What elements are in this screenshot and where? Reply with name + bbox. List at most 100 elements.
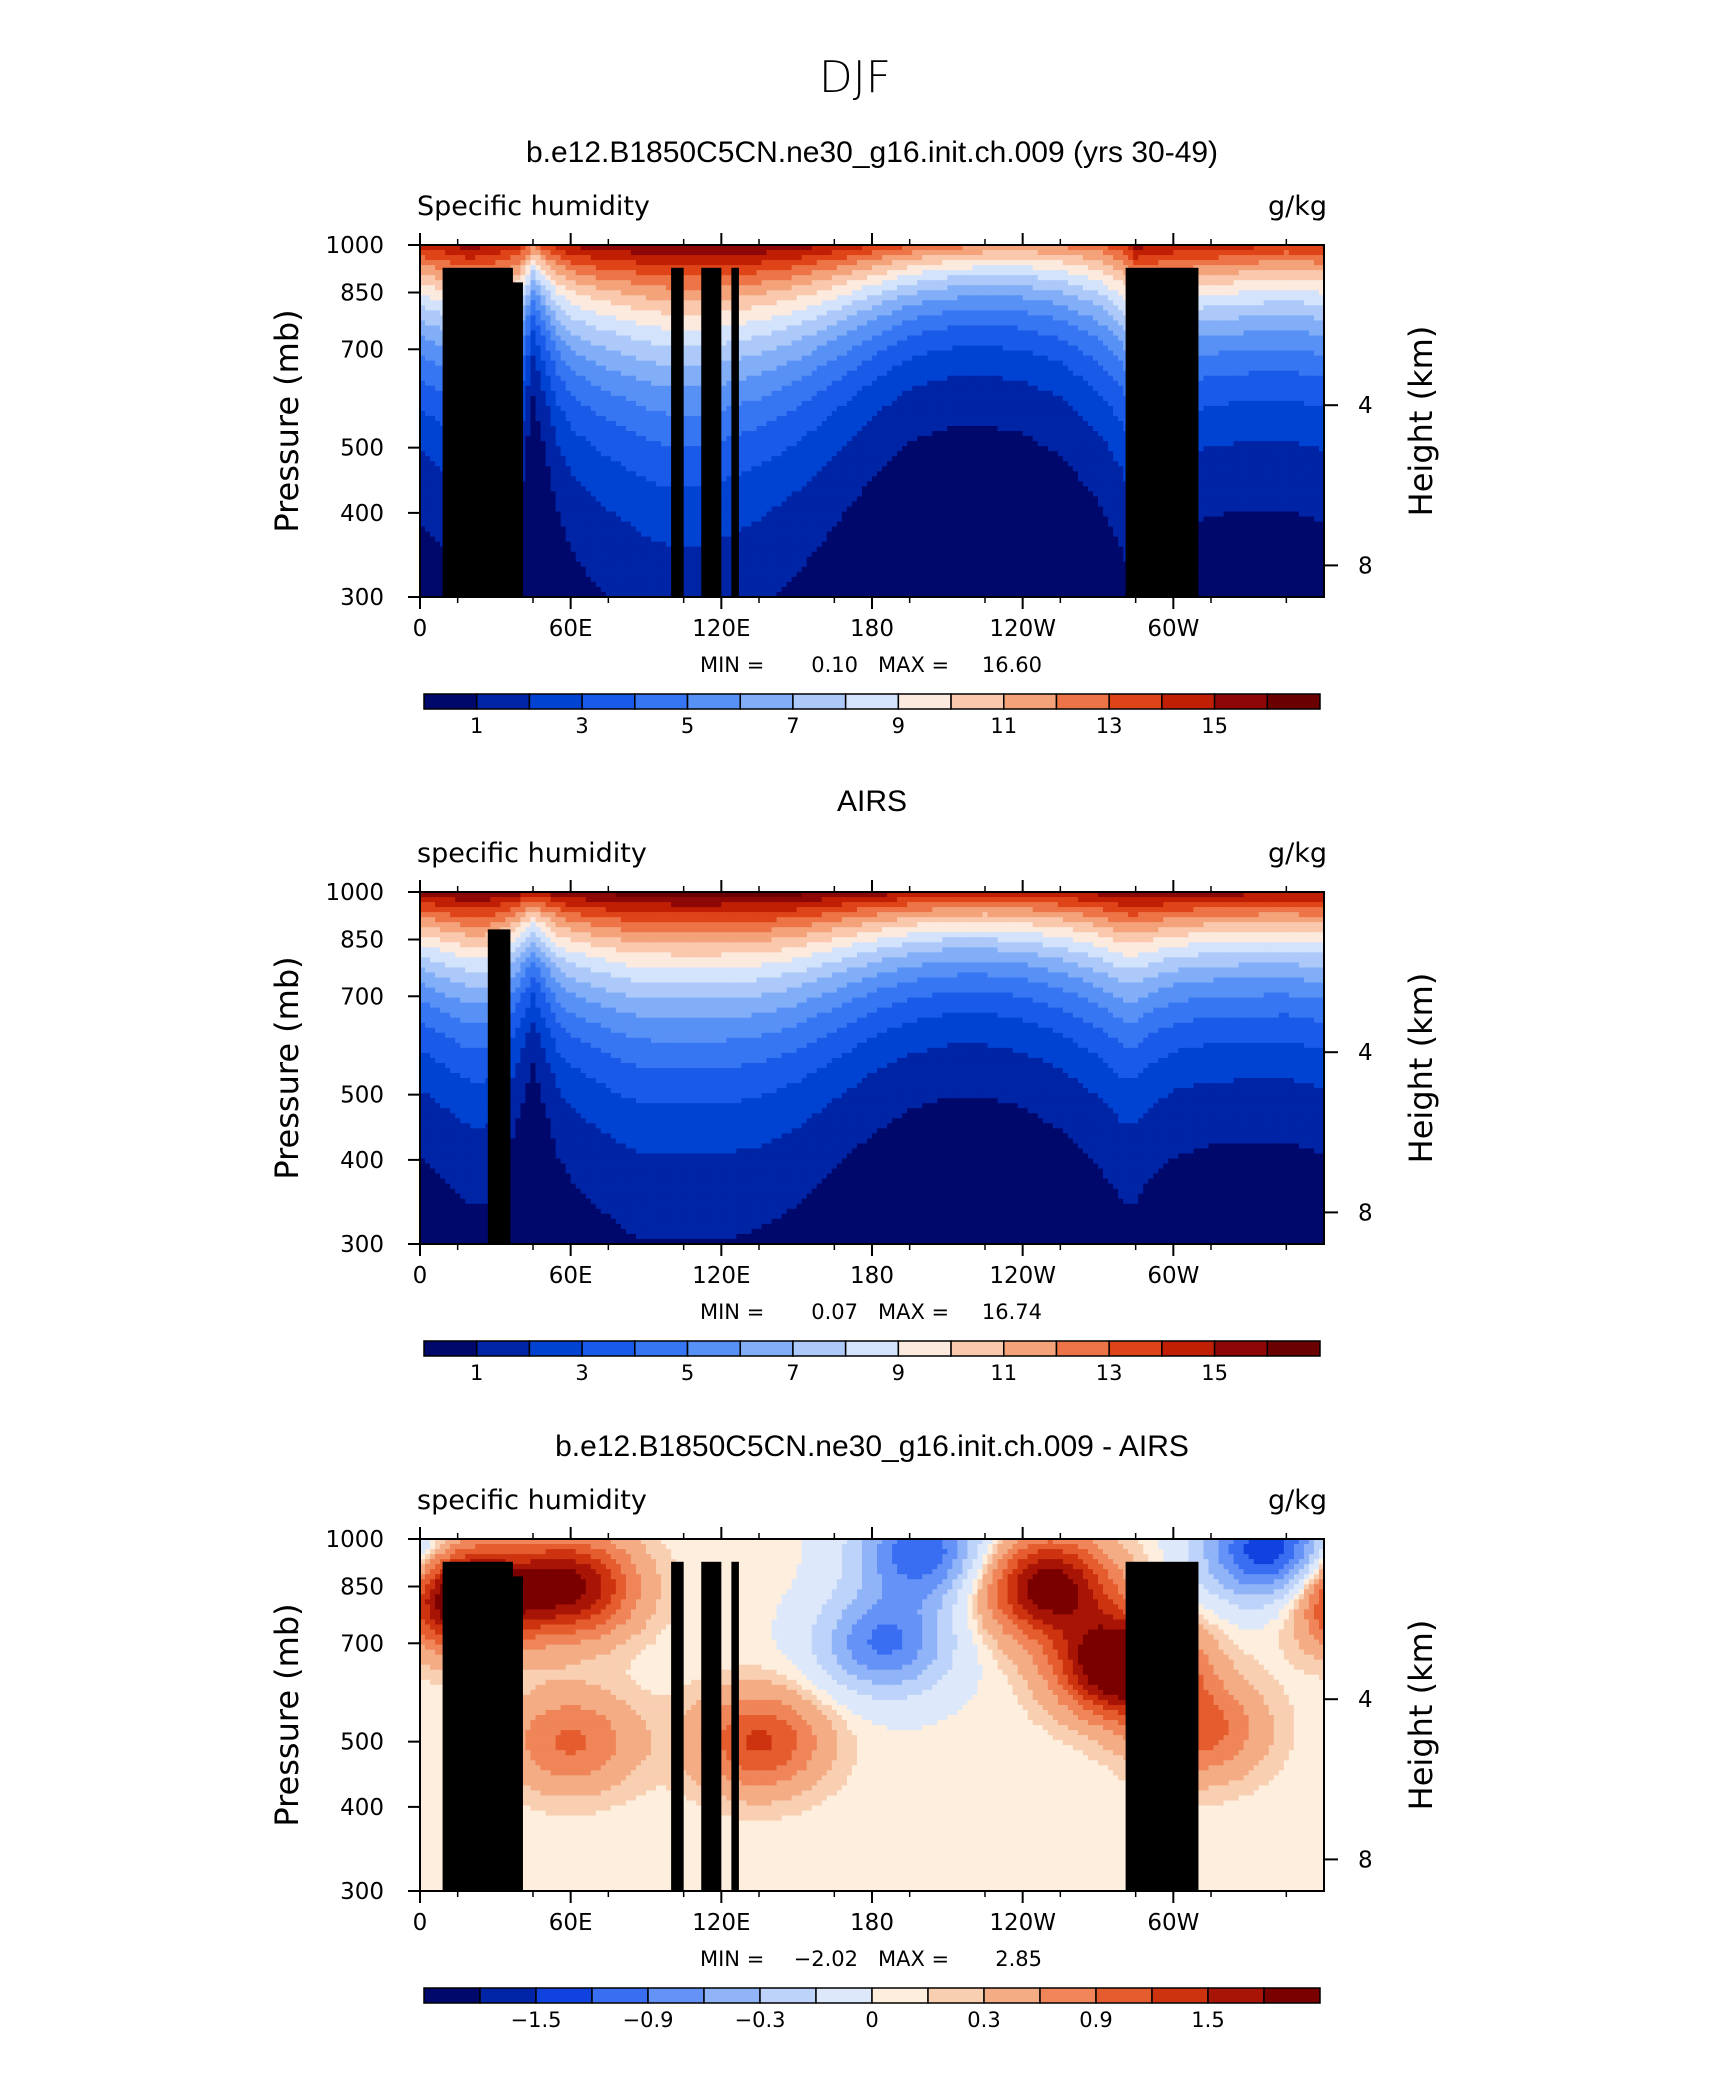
field-cell [1308, 285, 1315, 291]
field-cell [1037, 310, 1044, 316]
field-cell [1248, 280, 1255, 286]
field-cell [615, 265, 622, 271]
field-cell [766, 300, 773, 306]
field-cell [535, 265, 542, 271]
field-cell [1273, 365, 1280, 372]
field-cell [545, 330, 552, 337]
field-cell [1032, 275, 1039, 281]
field-cell [420, 340, 426, 347]
field-cell [826, 355, 833, 362]
field-cell [525, 330, 532, 337]
field-cell [630, 340, 637, 347]
field-cell [570, 270, 577, 276]
field-cell [580, 265, 587, 271]
field-cell [1077, 380, 1084, 387]
field-cell [1113, 275, 1119, 281]
field-cell [912, 340, 918, 347]
field-cell [982, 365, 989, 372]
field-cell [771, 335, 778, 342]
field-cell [535, 305, 542, 311]
field-cell [1258, 295, 1265, 301]
field-cell [550, 290, 557, 296]
field-cell [646, 265, 652, 271]
field-cell [615, 355, 622, 362]
field-cell [605, 290, 612, 296]
field-cell [661, 270, 667, 276]
field-cell [1012, 250, 1019, 256]
field-cell [605, 305, 612, 311]
field-cell [1198, 275, 1205, 281]
field-cell [1077, 370, 1084, 377]
field-cell [610, 260, 617, 266]
field-cell [1253, 335, 1260, 342]
field-cell [1238, 300, 1245, 306]
field-cell [515, 255, 522, 261]
field-cell [435, 300, 441, 306]
field-cell [776, 330, 783, 337]
field-cell [992, 375, 999, 382]
field-cell [550, 310, 557, 316]
field-cell [1208, 370, 1215, 377]
field-cell [1298, 330, 1305, 337]
field-cell [947, 245, 953, 251]
field-cell [806, 280, 813, 286]
field-cell [590, 315, 597, 322]
field-cell [751, 265, 758, 271]
field-cell [686, 320, 692, 327]
field-cell [1278, 280, 1285, 286]
field-cell [1062, 355, 1069, 362]
field-cell [866, 245, 873, 251]
field-cell [831, 350, 838, 357]
field-cell [912, 320, 918, 327]
field-cell [1002, 270, 1009, 276]
field-cell [485, 250, 491, 256]
field-cell [585, 255, 592, 261]
field-cell [997, 250, 1004, 256]
field-cell [1253, 265, 1260, 271]
field-cell [520, 305, 527, 311]
field-cell [640, 315, 647, 322]
field-cell [856, 360, 863, 367]
field-cell [821, 340, 828, 347]
field-cell [540, 290, 547, 296]
field-cell [1308, 265, 1315, 271]
field-cell [605, 255, 612, 261]
field-cell [610, 330, 617, 337]
field-cell [912, 360, 918, 367]
field-cell [1082, 350, 1089, 357]
field-cell [922, 375, 928, 382]
field-cell [610, 360, 617, 367]
field-cell [1278, 255, 1285, 261]
field-cell [786, 365, 793, 372]
field-cell [625, 375, 632, 382]
field-cell [846, 250, 853, 256]
field-cell [435, 380, 441, 387]
field-cell [917, 260, 923, 266]
field-cell [1032, 320, 1039, 327]
field-cell [545, 300, 552, 306]
field-cell [1283, 300, 1290, 306]
field-cell [821, 295, 828, 301]
field-cell [1243, 335, 1250, 342]
field-cell [1293, 300, 1300, 306]
field-cell [831, 255, 838, 261]
field-cell [831, 375, 838, 382]
field-cell [1288, 270, 1295, 276]
field-cell [957, 265, 963, 271]
field-cell [701, 250, 707, 256]
field-cell [922, 310, 928, 316]
field-cell [425, 365, 431, 372]
field-cell [1042, 335, 1049, 342]
field-cell [927, 305, 933, 311]
field-cell [877, 380, 883, 387]
field-cell [947, 260, 953, 266]
field-cell [1258, 280, 1265, 286]
field-cell [615, 245, 622, 251]
field-cell [635, 300, 642, 306]
field-cell [1263, 265, 1270, 271]
field-cell [922, 355, 928, 362]
field-cell [776, 280, 783, 286]
field-cell [1032, 365, 1039, 372]
field-cell [1248, 265, 1255, 271]
field-cell [1233, 370, 1240, 377]
